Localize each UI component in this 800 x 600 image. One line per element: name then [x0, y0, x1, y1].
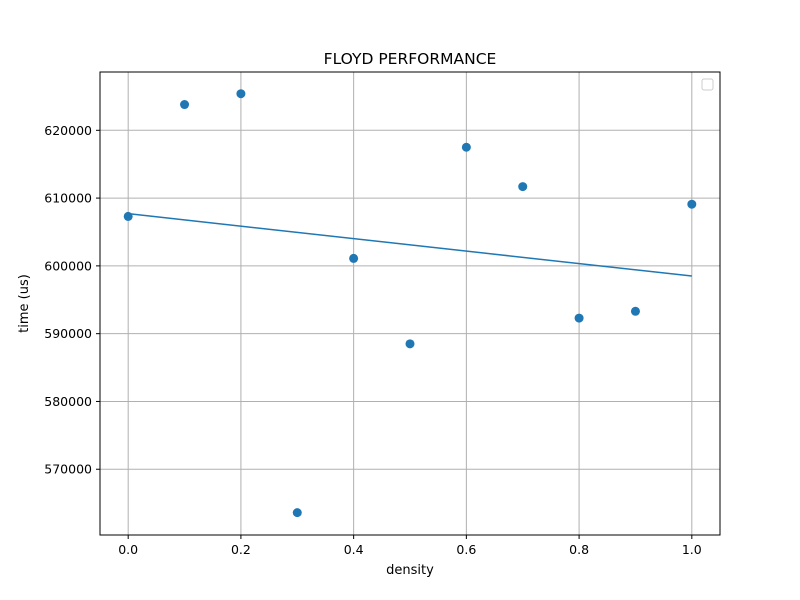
x-tick-label: 0.0 — [118, 542, 138, 557]
x-tick-label: 1.0 — [682, 542, 702, 557]
scatter-point — [349, 253, 359, 263]
scatter-point — [687, 199, 697, 209]
plot-frame — [99, 71, 721, 536]
x-tick-label: 0.8 — [569, 542, 589, 557]
scatter-point — [236, 89, 246, 99]
x-tick-label: 0.2 — [231, 542, 251, 557]
y-tick-label: 620000 — [44, 123, 92, 138]
y-tick-label: 600000 — [44, 258, 92, 273]
scatter-point — [292, 508, 302, 518]
scatter-point — [180, 100, 190, 110]
x-axis-label: density — [386, 563, 434, 578]
chart-title: FLOYD PERFORMANCE — [324, 50, 497, 68]
y-tick-label: 570000 — [44, 462, 92, 477]
grid-layer — [100, 72, 720, 535]
y-tick-label: 580000 — [44, 394, 92, 409]
x-tick-label: 0.6 — [456, 542, 476, 557]
legend-box — [701, 78, 714, 91]
scatter-point — [630, 306, 640, 316]
scatter-point — [518, 182, 528, 192]
y-tick-label: 590000 — [44, 326, 92, 341]
y-axis-label: time (us) — [17, 274, 32, 333]
legend-layer — [701, 78, 714, 91]
fit-line — [128, 212, 692, 277]
series-layer — [123, 89, 697, 518]
scatter-point — [123, 211, 133, 221]
ticks-layer: 0.0 0.2 0.4 0.6 0.8 1.0 570000 580000 590000 6000… — [44, 123, 702, 557]
x-tick-label: 0.4 — [344, 542, 364, 557]
y-tick-label: 610000 — [44, 191, 92, 206]
scatter-point — [461, 142, 471, 152]
scatter-point — [574, 313, 584, 323]
scatter-point — [405, 339, 415, 349]
